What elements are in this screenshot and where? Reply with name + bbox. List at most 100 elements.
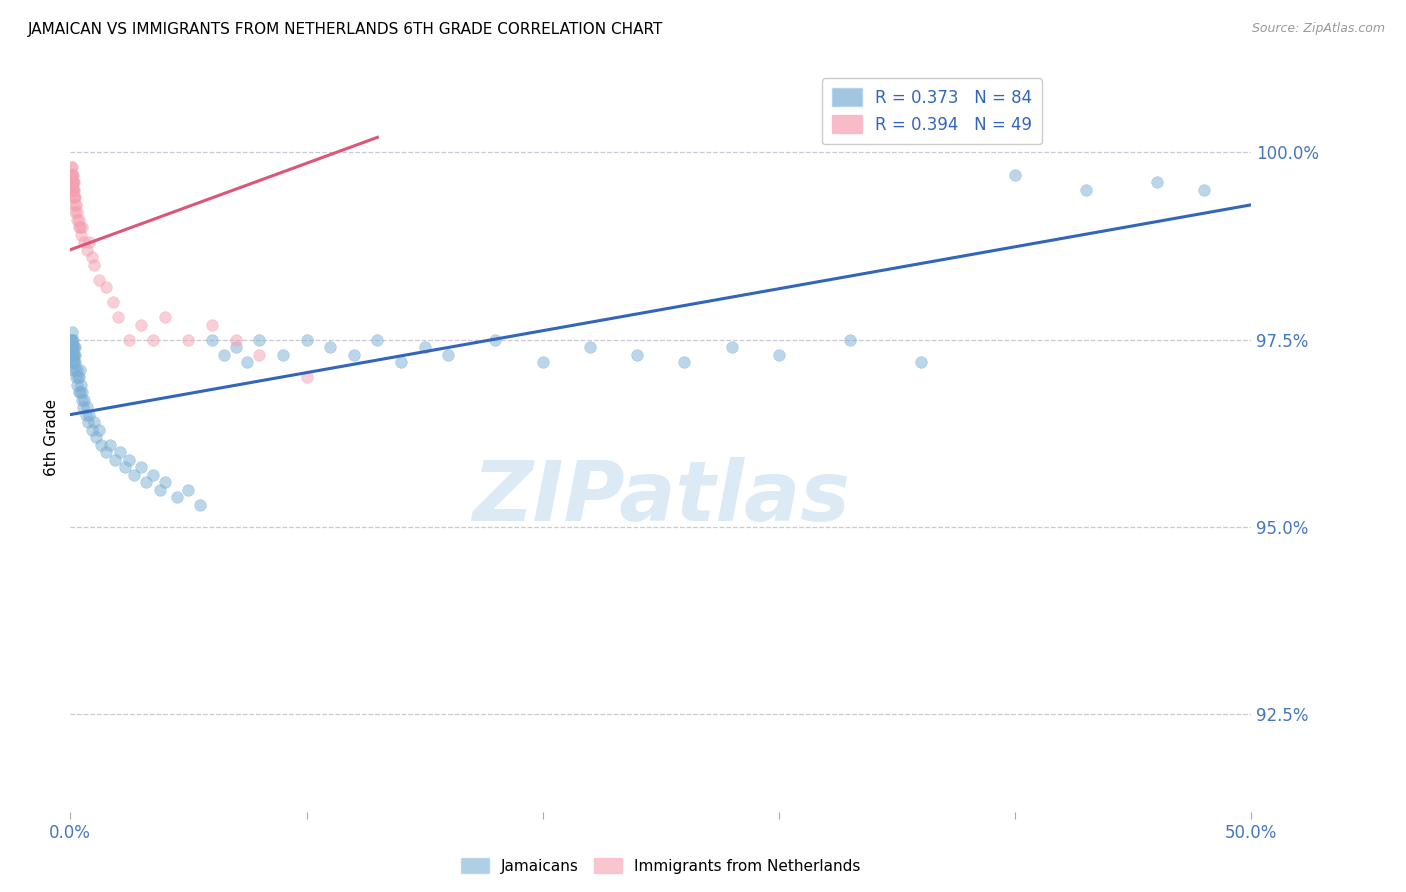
Point — [63, 340, 86, 354]
Point — [295, 370, 318, 384]
Point — [72, 400, 94, 414]
Point — [142, 333, 165, 347]
Point — [67, 212, 90, 227]
Point — [62, 348, 84, 362]
Point — [60, 175, 83, 189]
Point — [63, 198, 86, 212]
Text: JAMAICAN VS IMMIGRANTS FROM NETHERLANDS 6TH GRADE CORRELATION CHART: JAMAICAN VS IMMIGRANTS FROM NETHERLANDS … — [28, 22, 664, 37]
Point — [70, 220, 93, 235]
Point — [389, 355, 412, 369]
Point — [90, 437, 112, 451]
Point — [1146, 175, 1168, 189]
Point — [67, 370, 90, 384]
Point — [295, 333, 318, 347]
Point — [63, 175, 86, 189]
Point — [626, 348, 648, 362]
Point — [531, 355, 554, 369]
Point — [910, 355, 932, 369]
Point — [62, 362, 84, 376]
Point — [271, 348, 294, 362]
Point — [343, 348, 366, 362]
Point — [87, 423, 110, 437]
Text: ZIPatlas: ZIPatlas — [472, 457, 849, 538]
Point — [366, 333, 388, 347]
Point — [838, 333, 860, 347]
Point — [135, 475, 157, 489]
Legend: Jamaicans, Immigrants from Netherlands: Jamaicans, Immigrants from Netherlands — [456, 852, 866, 880]
Point — [62, 333, 84, 347]
Point — [579, 340, 602, 354]
Point — [62, 175, 84, 189]
Point — [60, 161, 83, 175]
Point — [114, 460, 136, 475]
Point — [94, 445, 117, 459]
Point — [142, 467, 165, 482]
Point — [201, 318, 224, 332]
Point — [62, 183, 84, 197]
Point — [70, 377, 93, 392]
Point — [63, 340, 86, 354]
Point — [484, 333, 506, 347]
Point — [122, 467, 145, 482]
Point — [83, 415, 105, 429]
Point — [720, 340, 742, 354]
Point — [225, 340, 247, 354]
Point — [70, 385, 93, 400]
Point — [413, 340, 436, 354]
Point — [63, 348, 86, 362]
Point — [69, 362, 91, 376]
Point — [129, 318, 152, 332]
Point — [77, 415, 100, 429]
Point — [60, 325, 83, 339]
Point — [118, 452, 141, 467]
Point — [60, 168, 83, 182]
Point — [177, 483, 200, 497]
Point — [73, 235, 96, 250]
Point — [63, 362, 86, 376]
Point — [67, 385, 90, 400]
Point — [62, 355, 84, 369]
Point — [188, 498, 211, 512]
Point — [63, 348, 86, 362]
Point — [84, 430, 107, 444]
Point — [60, 175, 83, 189]
Point — [62, 340, 84, 354]
Point — [62, 355, 84, 369]
Point — [94, 280, 117, 294]
Point — [62, 333, 84, 347]
Point — [69, 385, 91, 400]
Point — [247, 333, 270, 347]
Point — [768, 348, 790, 362]
Point — [149, 483, 172, 497]
Point — [60, 175, 83, 189]
Point — [66, 212, 89, 227]
Point — [201, 333, 224, 347]
Point — [62, 348, 84, 362]
Y-axis label: 6th Grade: 6th Grade — [44, 399, 59, 475]
Point — [60, 183, 83, 197]
Point — [75, 408, 97, 422]
Point — [60, 340, 83, 354]
Point — [60, 333, 83, 347]
Point — [129, 460, 152, 475]
Point — [118, 333, 141, 347]
Point — [1004, 168, 1026, 182]
Point — [65, 198, 87, 212]
Point — [62, 183, 84, 197]
Point — [107, 310, 129, 325]
Point — [166, 490, 188, 504]
Point — [76, 400, 98, 414]
Point — [60, 348, 83, 362]
Point — [60, 168, 83, 182]
Point — [67, 220, 90, 235]
Point — [177, 333, 200, 347]
Point — [62, 183, 84, 197]
Point — [77, 408, 100, 422]
Point — [247, 348, 270, 362]
Point — [100, 437, 122, 451]
Point — [65, 370, 87, 384]
Point — [66, 377, 89, 392]
Point — [65, 355, 87, 369]
Point — [101, 295, 124, 310]
Point — [63, 190, 86, 204]
